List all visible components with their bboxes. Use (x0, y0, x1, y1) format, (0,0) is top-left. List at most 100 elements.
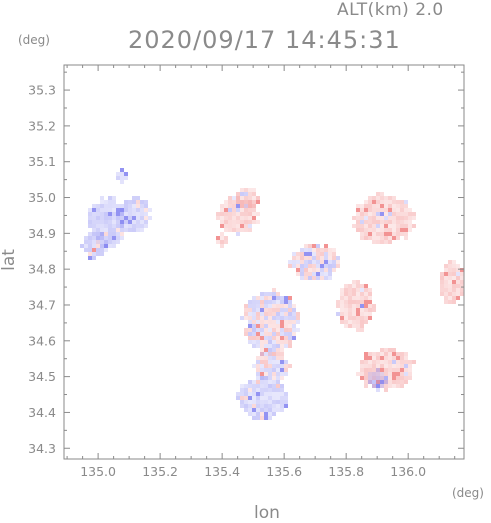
heatmap-cell (264, 392, 268, 396)
heatmap-cell (400, 228, 404, 232)
heatmap-cell (256, 324, 260, 328)
heatmap-cell (368, 288, 372, 292)
heatmap-cell (312, 264, 316, 268)
heatmap-cell (116, 204, 120, 208)
heatmap-cell (360, 300, 364, 304)
heatmap-cell (360, 212, 364, 216)
heatmap-cell (244, 212, 248, 216)
heatmap-cell (96, 244, 100, 248)
heatmap-cell (372, 380, 376, 384)
heatmap-cell (224, 212, 228, 216)
heatmap-cell (244, 196, 248, 200)
heatmap-cell (120, 204, 124, 208)
heatmap-cell (440, 284, 444, 288)
heatmap-cell (368, 368, 372, 372)
heatmap-cell (116, 228, 120, 232)
heatmap-cell (360, 304, 364, 308)
heatmap-cell (356, 220, 360, 224)
heatmap-cell (244, 404, 248, 408)
heatmap-cell (400, 368, 404, 372)
heatmap-cell (112, 200, 116, 204)
heatmap-cell (88, 216, 92, 220)
heatmap-cell (364, 296, 368, 300)
heatmap-cell (392, 204, 396, 208)
heatmap-cell (108, 196, 112, 200)
heatmap-cell (244, 192, 248, 196)
heatmap-cell (456, 276, 460, 280)
heatmap-cell (372, 364, 376, 368)
heatmap-cell (244, 304, 248, 308)
heatmap-cell (240, 400, 244, 404)
heatmap-cell (440, 276, 444, 280)
heatmap-cell (84, 240, 88, 244)
heatmap-cell (376, 204, 380, 208)
heatmap-cell (452, 296, 456, 300)
heatmap-cell (288, 260, 292, 264)
heatmap-cell (308, 256, 312, 260)
heatmap-cell (256, 368, 260, 372)
heatmap-cell (372, 240, 376, 244)
heatmap-cell (348, 296, 352, 300)
heatmap-cell (92, 220, 96, 224)
heatmap-cell (264, 388, 268, 392)
heatmap-cell (392, 228, 396, 232)
heatmap-cell (352, 288, 356, 292)
heatmap-cell (84, 236, 88, 240)
heatmap-cells (80, 168, 464, 420)
heatmap-cell (256, 312, 260, 316)
heatmap-cell (112, 220, 116, 224)
heatmap-cell (376, 376, 380, 380)
heatmap-cell (404, 372, 408, 376)
heatmap-cell (304, 256, 308, 260)
heatmap-cell (264, 396, 268, 400)
heatmap-cell (96, 236, 100, 240)
heatmap-cell (280, 328, 284, 332)
heatmap-cell (268, 360, 272, 364)
heatmap-cell (112, 236, 116, 240)
heatmap-cell (304, 276, 308, 280)
heatmap-cell (372, 384, 376, 388)
heatmap-cell (276, 304, 280, 308)
heatmap-cell (384, 236, 388, 240)
heatmap-cell (296, 256, 300, 260)
heatmap-cell (236, 192, 240, 196)
heatmap-cell (112, 196, 116, 200)
heatmap-cell (276, 300, 280, 304)
heatmap-cell (256, 296, 260, 300)
heatmap-cell (284, 368, 288, 372)
heatmap-cell (120, 172, 124, 176)
heatmap-cell (364, 364, 368, 368)
heatmap-cell (356, 280, 360, 284)
heatmap-cell (256, 212, 260, 216)
heatmap-cell (112, 232, 116, 236)
heatmap-cell (268, 340, 272, 344)
heatmap-cell (380, 376, 384, 380)
heatmap-cell (136, 196, 140, 200)
heatmap-cell (452, 284, 456, 288)
heatmap-cell (280, 332, 284, 336)
heatmap-cell (356, 204, 360, 208)
heatmap-cell (104, 244, 108, 248)
heatmap-cell (116, 220, 120, 224)
heatmap-cell (364, 200, 368, 204)
heatmap-cell (336, 256, 340, 260)
heatmap-cell (372, 232, 376, 236)
heatmap-cell (400, 208, 404, 212)
heatmap-cell (308, 276, 312, 280)
y-tick-label: 34.3 (28, 441, 56, 456)
heatmap-cell (96, 236, 100, 240)
heatmap-cell (256, 388, 260, 392)
heatmap-cell (396, 224, 400, 228)
heatmap-cell (220, 236, 224, 240)
heatmap-cell (100, 236, 104, 240)
x-tick-label: 135.6 (266, 464, 302, 479)
heatmap-cell (264, 372, 268, 376)
heatmap-cell (228, 196, 232, 200)
heatmap-cell (96, 232, 100, 236)
heatmap-cell (284, 328, 288, 332)
heatmap-cell (104, 232, 108, 236)
heatmap-cell (444, 280, 448, 284)
heatmap-cell (412, 360, 416, 364)
heatmap-cell (268, 300, 272, 304)
heatmap-cell (372, 376, 376, 380)
